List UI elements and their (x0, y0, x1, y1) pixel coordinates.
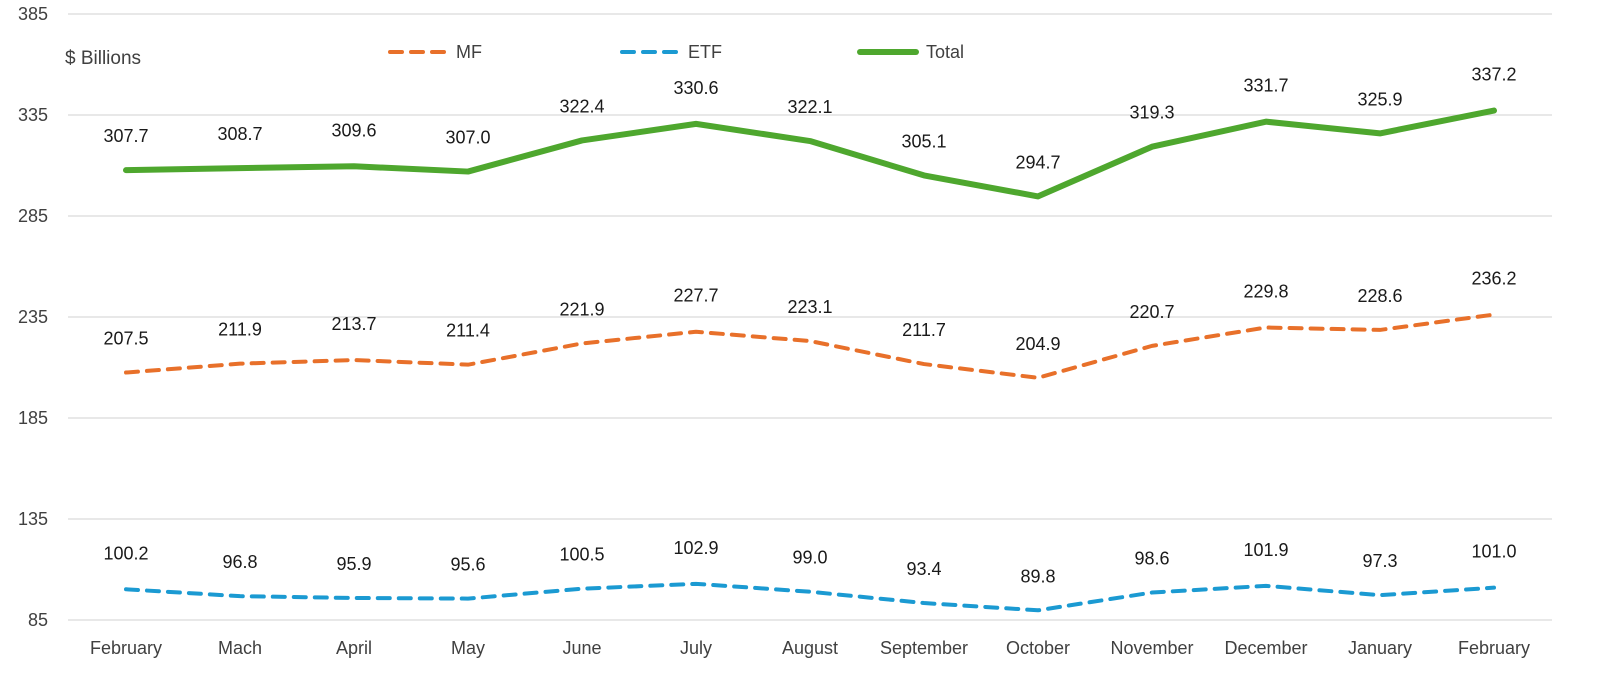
y-tick-label: 385 (18, 4, 48, 24)
data-label-etf: 97.3 (1362, 551, 1397, 571)
data-label-etf: 101.0 (1471, 542, 1516, 562)
data-label-total: 308.7 (217, 124, 262, 144)
data-label-mf: 229.8 (1243, 282, 1288, 302)
data-label-total: 330.6 (673, 78, 718, 98)
data-label-total: 319.3 (1129, 103, 1174, 123)
y-axis-label: $ Billions (65, 48, 141, 69)
data-label-mf: 211.9 (218, 320, 262, 340)
x-tick-label: October (1006, 638, 1070, 658)
y-tick-label: 185 (18, 408, 48, 428)
x-tick-label: August (782, 638, 838, 658)
x-tick-label: May (451, 638, 485, 658)
x-tick-label: September (880, 638, 968, 658)
data-label-total: 322.1 (787, 97, 832, 117)
data-label-total: 307.7 (103, 126, 148, 146)
data-label-mf: 221.9 (559, 299, 604, 319)
data-labels: 207.5 211.9 213.7 211.4 221.9 227.7 223.1 211.7… (103, 65, 1516, 587)
data-label-total: 309.6 (331, 120, 376, 140)
x-tick-label: February (1458, 638, 1530, 658)
data-label-mf: 223.1 (787, 297, 832, 317)
data-label-total: 305.1 (901, 131, 946, 151)
x-tick-label: December (1224, 638, 1307, 658)
data-label-etf: 102.9 (673, 538, 718, 558)
x-tick-label: January (1348, 638, 1412, 658)
legend: MF ETF Total (388, 42, 964, 62)
x-tick-label: July (680, 638, 712, 658)
data-label-total: 325.9 (1357, 89, 1402, 109)
y-tick-label: 85 (28, 610, 48, 630)
grid-layer (68, 13, 1552, 621)
legend-label: Total (926, 42, 964, 62)
data-label-etf: 100.5 (559, 545, 604, 565)
y-tick-label: 285 (18, 206, 48, 226)
data-label-total: 322.4 (559, 96, 604, 116)
x-axis-ticks: February Mach April May June July August Septem… (90, 638, 1530, 658)
data-label-etf: 98.6 (1134, 549, 1169, 569)
data-label-mf: 228.6 (1357, 286, 1402, 306)
data-label-mf: 204.9 (1015, 334, 1060, 354)
x-tick-label: Mach (218, 638, 262, 658)
data-label-mf: 227.7 (673, 286, 718, 306)
y-tick-label: 335 (18, 105, 48, 125)
x-tick-label: November (1110, 638, 1193, 658)
data-label-etf: 96.8 (222, 552, 257, 572)
data-label-etf: 95.9 (336, 554, 371, 574)
data-label-etf: 100.2 (103, 543, 148, 563)
x-tick-label: April (336, 638, 372, 658)
data-label-total: 294.7 (1015, 152, 1060, 172)
data-label-mf: 207.5 (103, 329, 148, 349)
y-tick-label: 235 (18, 307, 48, 327)
legend-label: ETF (688, 42, 722, 62)
data-label-mf: 211.7 (902, 320, 946, 340)
data-label-etf: 93.4 (906, 559, 941, 579)
data-label-total: 307.0 (445, 128, 490, 148)
data-label-mf: 213.7 (331, 314, 376, 334)
data-label-etf: 95.6 (450, 555, 485, 575)
data-label-etf: 99.0 (792, 548, 827, 568)
series-line-etf (124, 581, 1496, 613)
data-label-mf: 220.7 (1129, 302, 1174, 322)
series-layer (123, 107, 1497, 613)
y-axis-ticks: 85 135 185 235 285 335 385 (18, 4, 48, 630)
data-label-mf: 236.2 (1471, 269, 1516, 289)
y-tick-label: 135 (18, 509, 48, 529)
x-tick-label: June (562, 638, 601, 658)
data-label-mf: 211.4 (446, 321, 490, 341)
data-label-etf: 101.9 (1243, 540, 1288, 560)
data-label-total: 331.7 (1243, 76, 1288, 96)
data-label-etf: 89.8 (1020, 566, 1055, 586)
data-label-total: 337.2 (1471, 65, 1516, 85)
x-tick-label: February (90, 638, 162, 658)
legend-label: MF (456, 42, 482, 62)
